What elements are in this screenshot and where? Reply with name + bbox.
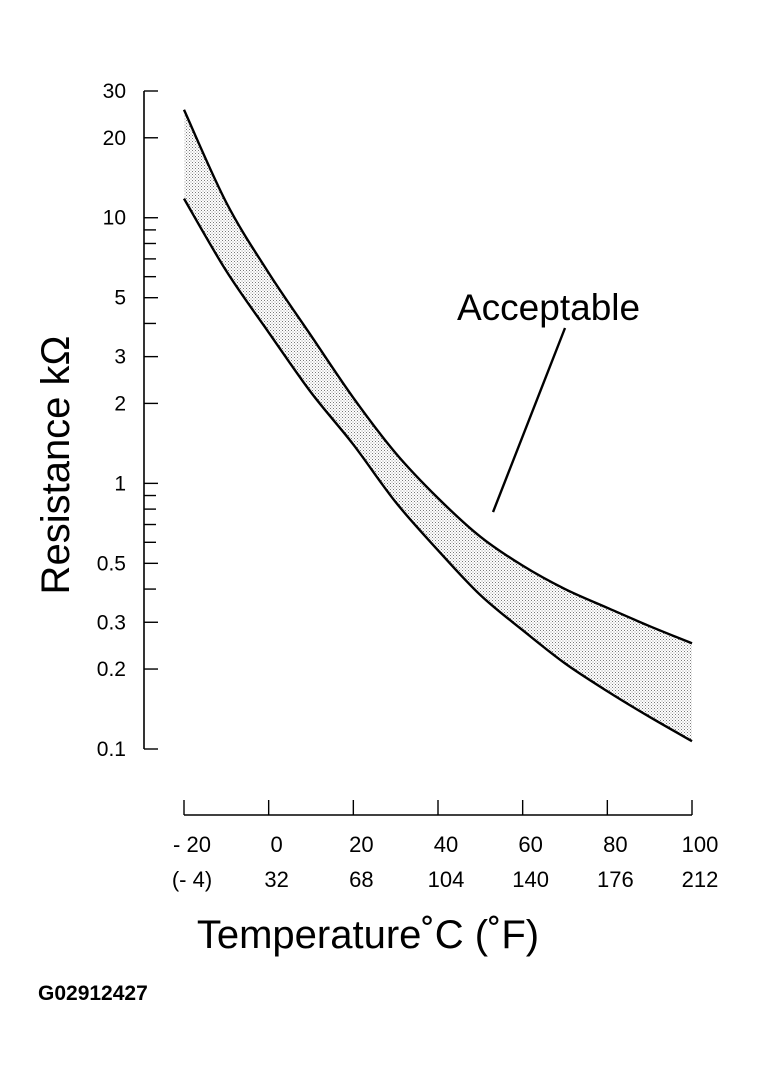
- y-tick-label: 3: [114, 346, 126, 369]
- y-axis-ticks: 30 20 10 5 3 2 1 0.5 0.3 0.2 0.1: [97, 80, 158, 761]
- x-tick-label-celsius: 20: [349, 832, 373, 857]
- x-tick-label-celsius: 0: [271, 832, 283, 857]
- y-tick-label: 0.3: [97, 611, 126, 634]
- x-tick-label-celsius: 40: [434, 832, 458, 857]
- x-axis-title: Temperature˚C (˚F): [197, 913, 539, 957]
- y-tick-label: 0.2: [97, 658, 126, 681]
- x-tick-label-celsius: 80: [603, 832, 627, 857]
- x-tick-label-fahrenheit: (- 4): [172, 867, 212, 892]
- annotation-acceptable: Acceptable: [457, 287, 640, 328]
- x-tick-label-fahrenheit: 104: [428, 867, 465, 892]
- y-tick-label: 1: [114, 472, 126, 495]
- y-tick-label: 0.1: [97, 738, 126, 761]
- y-tick-label: 0.5: [97, 552, 126, 575]
- x-tick-label-celsius: - 20: [173, 832, 211, 857]
- y-axis-title: Resistance kΩ: [34, 336, 78, 595]
- y-tick-label: 20: [103, 127, 126, 150]
- x-tick-label-fahrenheit: 212: [682, 867, 719, 892]
- y-tick-label: 2: [114, 392, 126, 415]
- lower-limit-curve: [182, 198, 693, 743]
- y-tick-label: 5: [114, 287, 126, 310]
- upper-limit-curve: [182, 109, 693, 645]
- x-axis-ticks: - 20 (- 4) 0 32 20 68 40 104 60 140 80 176 100 212: [172, 800, 719, 892]
- x-tick-label-fahrenheit: 32: [264, 867, 288, 892]
- acceptable-band: [184, 109, 692, 742]
- x-tick-label-fahrenheit: 176: [597, 867, 634, 892]
- x-tick-label-fahrenheit: 68: [349, 867, 373, 892]
- annotation-leader-line: [491, 327, 567, 513]
- y-tick-label: 10: [103, 207, 126, 230]
- y-tick-label: 30: [103, 80, 126, 103]
- x-tick-label-celsius: 100: [682, 832, 719, 857]
- figure-id: G02912427: [38, 982, 148, 1005]
- x-tick-label-celsius: 60: [518, 832, 542, 857]
- x-tick-label-fahrenheit: 140: [512, 867, 549, 892]
